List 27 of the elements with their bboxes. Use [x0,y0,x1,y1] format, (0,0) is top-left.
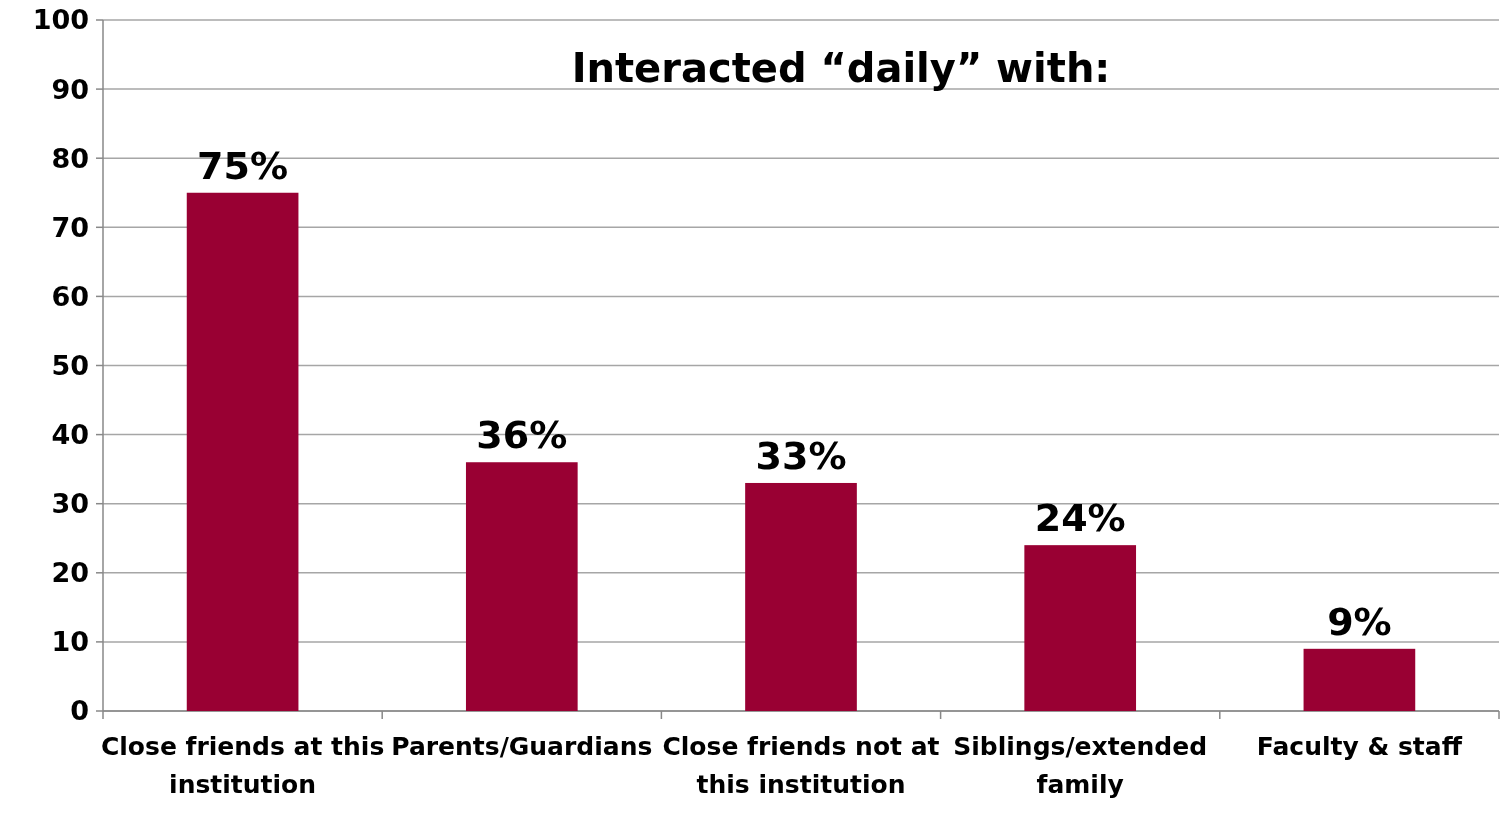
data-label: 33% [755,433,847,478]
y-tick-label: 30 [51,488,89,520]
data-label: 24% [1034,496,1126,541]
x-tick-label: Faculty & staff [1256,732,1463,761]
y-tick-label: 60 [51,280,89,312]
data-label: 75% [197,143,289,188]
bar [186,192,299,711]
text: Interacted “daily” with: [571,45,1111,91]
bar [745,482,857,711]
bar [1024,545,1137,711]
x-tick-label: Close friends not at this institution [662,732,940,799]
y-tick-label: 10 [51,626,89,658]
x-tick-label: Parents/Guardians [391,732,653,761]
y-tick-label: 100 [32,4,89,36]
y-tick-label: 70 [51,211,89,243]
y-tick-label: 50 [51,349,89,381]
y-tick-label: 80 [51,142,89,174]
x-tick-label: Close friends at this institution [100,732,385,799]
data-label: 9% [1327,599,1392,644]
x-tick-label: Siblings/extended family [953,732,1208,799]
bar [1303,648,1416,711]
y-tick-label: 90 [51,73,89,105]
y-tick-label: 0 [70,695,89,727]
y-tick-label: 40 [51,419,89,451]
bar [465,462,578,711]
data-label: 36% [476,413,568,458]
y-tick-label: 20 [51,557,89,589]
